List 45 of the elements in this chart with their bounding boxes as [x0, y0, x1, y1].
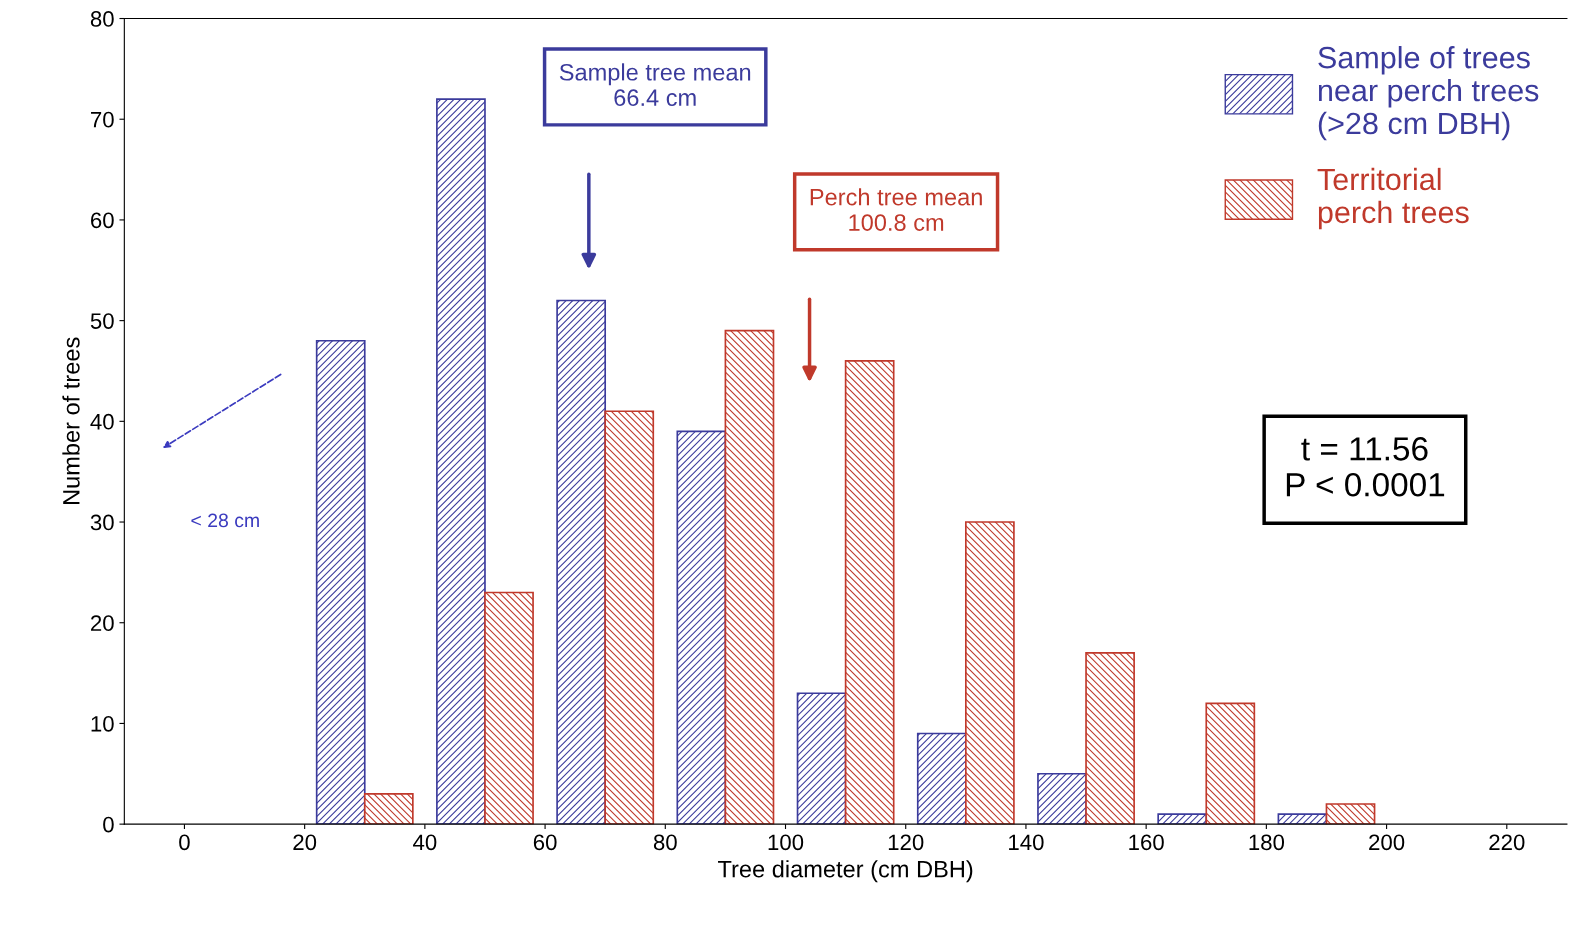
x-tick-label: 20	[293, 834, 317, 851]
bar	[556, 299, 607, 825]
bar	[844, 360, 895, 825]
bar	[484, 591, 534, 825]
y-tick-label: 40	[90, 413, 114, 430]
bar	[1037, 772, 1087, 825]
x-tick-label: 60	[533, 834, 557, 851]
x-tick-label: 180	[1249, 834, 1285, 851]
x-tick-label: 80	[653, 834, 677, 851]
bar	[363, 793, 414, 825]
bar	[1325, 803, 1376, 825]
bar	[1205, 702, 1256, 825]
x-tick-label: 220	[1489, 834, 1525, 851]
bar	[676, 430, 727, 825]
y-tick-label: 70	[91, 111, 114, 128]
x-tick-label: 0	[179, 834, 190, 851]
x-tick-label: 200	[1369, 834, 1405, 851]
y-tick-label: 60	[91, 212, 114, 229]
y-tick-label: 30	[90, 514, 114, 531]
annotation: t = 11.56 P < 0.0001	[1286, 437, 1445, 497]
x-axis-title: Tree diameter (cm DBH)	[718, 860, 973, 883]
bar	[436, 98, 486, 825]
legend-label: Sample of trees near perch trees (>28 cm DBH)	[1318, 46, 1539, 141]
annotation: Sample tree mean 66.4 cm	[559, 63, 751, 107]
y-tick-label: 10	[91, 715, 114, 732]
x-tick-label: 100	[768, 834, 804, 851]
x-tick-label: 40	[413, 834, 437, 851]
bar	[315, 339, 366, 825]
bar	[724, 329, 775, 825]
annotation: Perch tree mean 100.8 cm	[810, 188, 982, 231]
y-tick-label: 20	[91, 615, 114, 632]
y-tick-label: 80	[90, 11, 114, 27]
x-tick-label: 140	[1009, 834, 1044, 851]
bar	[604, 410, 655, 825]
y-axis-title: Number of trees	[62, 337, 80, 505]
bar	[964, 521, 1015, 825]
bar	[796, 692, 847, 825]
x-tick-label: 120	[888, 834, 924, 851]
y-tick-label: 50	[90, 313, 114, 329]
y-tick-label: 0	[103, 816, 114, 833]
legend-label: Territorial perch trees	[1317, 167, 1469, 230]
bar	[916, 732, 967, 825]
x-tick-label: 160	[1129, 834, 1164, 851]
annotation: < 28 cm	[191, 513, 259, 528]
bar	[1085, 652, 1135, 825]
